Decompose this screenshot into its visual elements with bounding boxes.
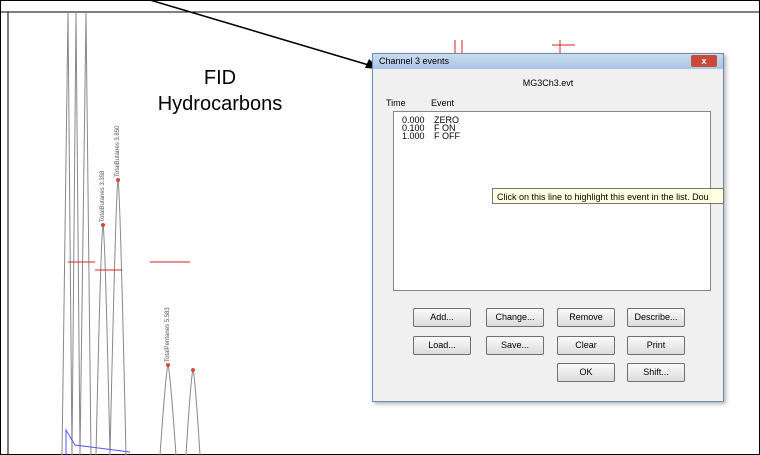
cell: 1.000 xyxy=(402,131,425,141)
dialog: Channel 3 events x MG3Ch3.evt Time Event… xyxy=(372,53,724,402)
peak-label: TotalButanes 3.358 xyxy=(100,170,106,222)
button[interactable]: Change... xyxy=(486,308,544,327)
button[interactable]: Load... xyxy=(413,336,471,355)
peak-label: TotalButanes 3.850 xyxy=(115,125,121,177)
button[interactable]: Print xyxy=(627,336,685,355)
cell: 0.000 xyxy=(402,115,425,125)
dialog-title: Channel 3 events xyxy=(373,54,723,69)
event-row[interactable]: 1.000 F OFF xyxy=(402,131,466,141)
cell: F ON xyxy=(434,123,456,133)
button[interactable]: Shift... xyxy=(627,363,685,382)
event-row[interactable]: 0.100 F ON xyxy=(402,123,466,133)
button[interactable]: OK xyxy=(557,363,615,382)
button[interactable]: Describe... xyxy=(627,308,685,327)
arrow xyxy=(149,0,373,67)
baseline-marks xyxy=(68,40,575,271)
peak-label: TotalPentanes 5.583 xyxy=(165,307,171,362)
button[interactable]: Save... xyxy=(486,336,544,355)
cell: 0.100 xyxy=(402,123,425,133)
button[interactable]: Remove xyxy=(557,308,615,327)
column-header: Event xyxy=(431,98,455,108)
column-header: Time xyxy=(386,98,406,108)
close-button[interactable]: x xyxy=(691,55,717,67)
cell: F OFF xyxy=(434,131,460,141)
event-row[interactable]: 0.000 ZERO xyxy=(402,115,466,125)
annotation: FID xyxy=(203,67,237,89)
file-name: MG3Ch3.evt xyxy=(522,78,574,88)
button[interactable]: Clear xyxy=(557,336,615,355)
button[interactable]: Add... xyxy=(413,308,471,327)
annotation: Hydrocarbons xyxy=(157,93,283,115)
tooltip: Click on this line to highlight this eve… xyxy=(492,188,724,204)
blue-trace xyxy=(65,428,131,455)
peak-markers xyxy=(101,178,195,372)
cell: ZERO xyxy=(434,115,460,125)
